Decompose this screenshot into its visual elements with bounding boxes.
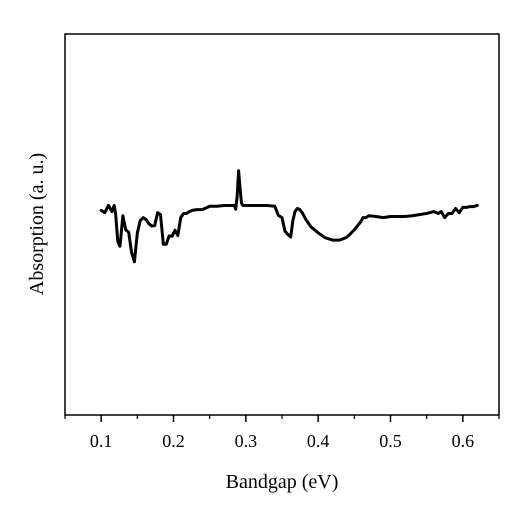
- series-line: [101, 171, 477, 262]
- x-tick-label: 0.6: [452, 431, 475, 451]
- x-axis-title: Bandgap (eV): [226, 471, 339, 493]
- y-axis-title: Absorption (a. u.): [26, 153, 48, 295]
- x-axis-tick-labels: 0.1 0.2 0.3 0.4 0.5 0.6: [90, 431, 474, 451]
- x-axis-ticks: [65, 415, 499, 422]
- x-tick-label: 0.5: [379, 431, 402, 451]
- x-tick-label: 0.4: [307, 431, 330, 451]
- x-tick-label: 0.2: [162, 431, 185, 451]
- x-tick-label: 0.1: [90, 431, 113, 451]
- x-tick-label: 0.3: [235, 431, 258, 451]
